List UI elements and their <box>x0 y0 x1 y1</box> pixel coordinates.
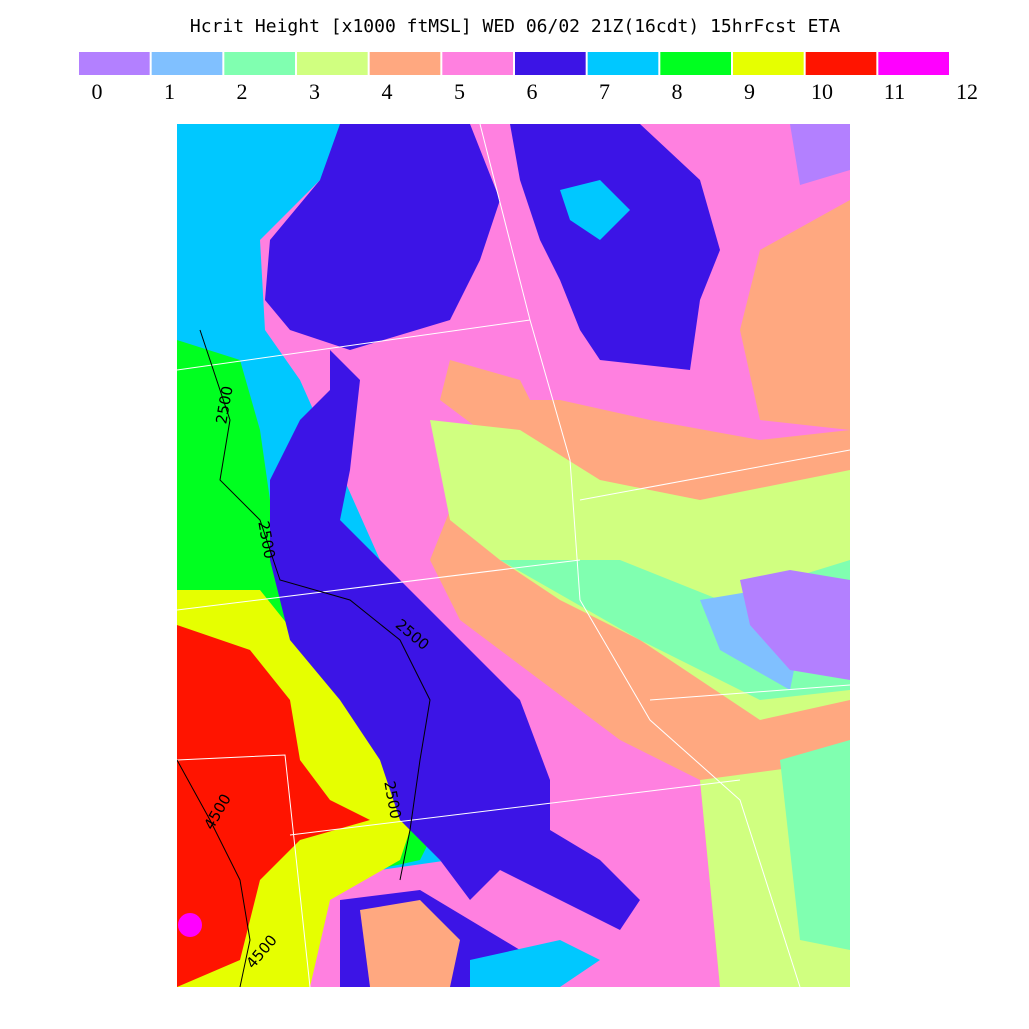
colorbar-tick-label: 1 <box>164 79 175 104</box>
colorbar-swatch <box>224 52 295 75</box>
colorbar-swatch <box>297 52 368 75</box>
region <box>440 360 540 430</box>
region <box>270 350 640 930</box>
colorbar-tick-label: 4 <box>382 79 393 104</box>
colorbar-swatch <box>442 52 513 75</box>
contour-line <box>177 759 251 987</box>
colorbar-tick-label: 8 <box>672 79 683 104</box>
state-border <box>479 124 801 987</box>
colorbar-tick-label: 12 <box>956 79 978 104</box>
colorbar-swatch <box>587 52 659 75</box>
colorbar-swatch <box>733 52 804 75</box>
colorbar-tick-label: 10 <box>811 79 833 104</box>
colorbar-swatch <box>660 52 731 75</box>
colorbar-tick-label: 5 <box>454 79 465 104</box>
map <box>177 124 850 987</box>
colorbar-tick-label: 2 <box>237 79 248 104</box>
region <box>740 200 850 430</box>
colorbar-tick-label: 11 <box>884 79 905 104</box>
colorbar-swatch <box>515 52 586 75</box>
colorbar-swatch <box>151 52 223 75</box>
region <box>780 740 850 950</box>
colorbar-tick-label: 9 <box>744 79 755 104</box>
colorbar-swatch <box>369 52 441 75</box>
state-border <box>579 449 850 501</box>
region <box>740 570 850 680</box>
colorbar-swatch <box>79 52 150 75</box>
colorbar: 0 1 2 3 4 5 6 7 8 9 10 11 12 <box>79 52 978 104</box>
contour-line <box>199 329 431 881</box>
colorbar-tick-label: 3 <box>309 79 320 104</box>
state-border <box>649 684 850 701</box>
colorbar-swatch <box>805 52 877 75</box>
colorbar-swatch <box>878 52 949 75</box>
region <box>265 124 500 350</box>
region <box>510 124 720 370</box>
colorbar-tick-label: 7 <box>599 79 610 104</box>
state-border <box>177 559 581 611</box>
state-border <box>177 754 311 987</box>
region <box>360 900 460 987</box>
state-border <box>177 319 531 371</box>
region <box>178 913 202 937</box>
title: Hcrit Height [x1000 ftMSL] WED 06/02 21Z… <box>190 16 840 37</box>
colorbar-tick-label: 0 <box>92 79 103 104</box>
region <box>560 180 630 240</box>
region <box>790 124 850 185</box>
region <box>177 625 370 987</box>
region <box>470 940 600 987</box>
colorbar-tick-label: 6 <box>527 79 538 104</box>
state-border <box>289 779 741 836</box>
